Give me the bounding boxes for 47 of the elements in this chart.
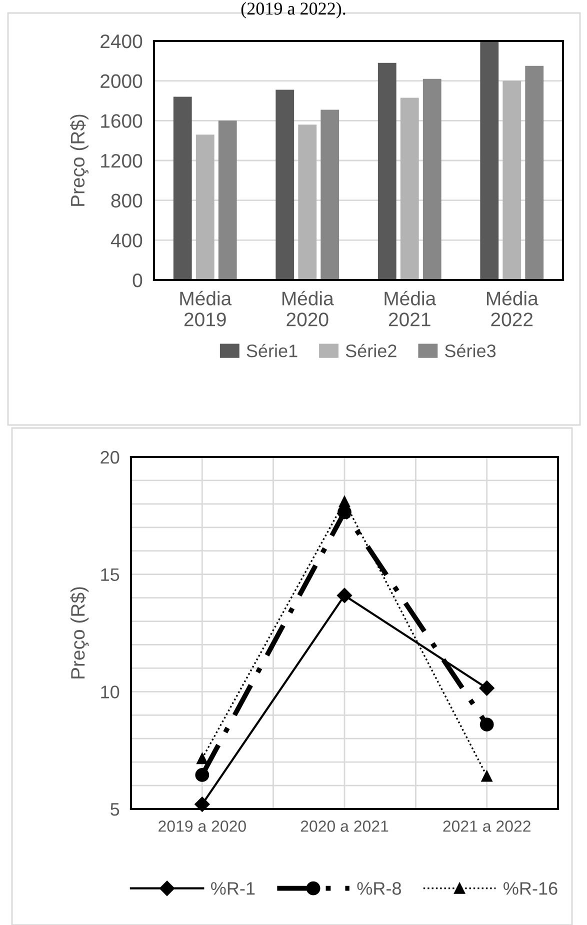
point (480, 718, 494, 732)
point (194, 796, 210, 812)
y-axis-title: Preço (R$) (70, 114, 89, 206)
y-tick-label: 800 (111, 194, 142, 208)
x-tick-label: 2020 a 2021 (300, 820, 388, 832)
bar (502, 80, 522, 280)
legend-label: %R-8 (357, 882, 401, 895)
x-tick-label: 2019 a 2020 (158, 820, 246, 832)
bar (400, 98, 419, 280)
legend-label: %R-1 (211, 882, 255, 895)
bar (422, 78, 442, 280)
y-tick-label: 20 (100, 450, 120, 464)
y-tick-label: 1200 (101, 154, 142, 168)
point (338, 496, 350, 508)
y-tick-label: 5 (110, 803, 120, 816)
y-axis-title: Preço (R$) (70, 587, 89, 678)
point (195, 768, 210, 782)
x-tick-label: Média 2020 (282, 290, 334, 326)
y-tick-label: 400 (110, 234, 142, 248)
point (479, 680, 494, 696)
bar (173, 96, 192, 280)
bar (218, 120, 237, 280)
y-tick-label: 0 (132, 273, 142, 288)
point (481, 770, 492, 782)
y-tick-label: 2400 (100, 34, 142, 48)
y-tick-label: 15 (101, 568, 120, 582)
y-tick-label: 2000 (100, 74, 142, 88)
text: (2019 a 2022). (241, 2, 346, 18)
x-tick-label: Média 2022 (486, 290, 538, 326)
x-tick-label: 2021 a 2022 (443, 820, 530, 832)
x-tick-label: Média 2021 (384, 290, 436, 326)
bar (276, 90, 294, 280)
y-tick-label: 1600 (101, 114, 142, 128)
bar (298, 124, 317, 280)
y-tick-label: 10 (101, 686, 120, 698)
point (196, 752, 208, 764)
bar (378, 62, 396, 280)
legend-label: Série2 (346, 344, 396, 358)
bar (196, 134, 214, 280)
bar (320, 110, 340, 280)
x-tick-label: Média 2019 (180, 290, 232, 326)
bar (525, 66, 544, 280)
bar (480, 41, 499, 280)
legend-label: Série1 (246, 344, 298, 358)
point (336, 588, 352, 604)
legend-label: Série3 (445, 344, 496, 358)
legend-label: %R-16 (504, 882, 558, 895)
